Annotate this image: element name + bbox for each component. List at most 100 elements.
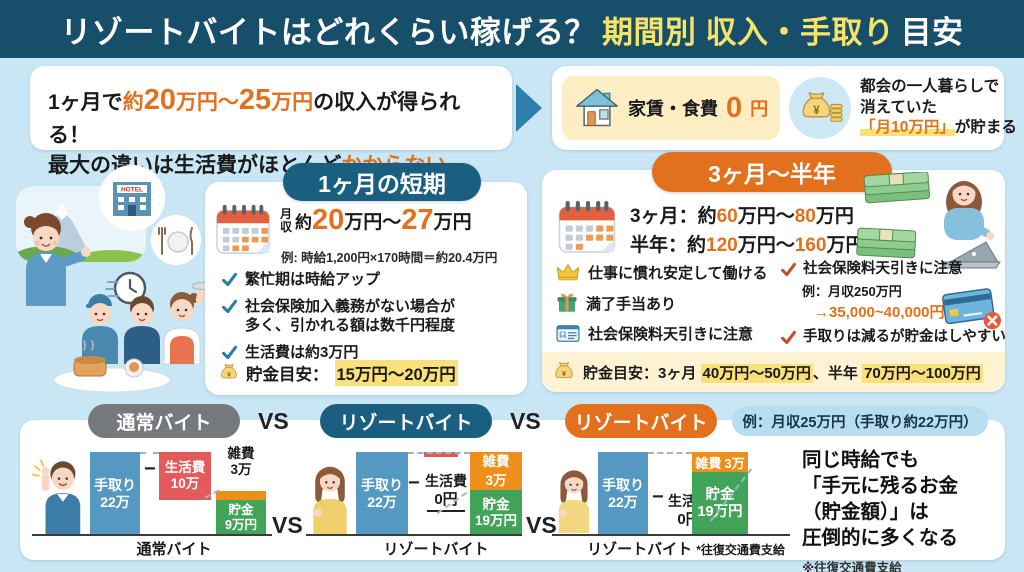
caution-takehome: 手取りは減るが貯金はしやすい [803,329,1006,346]
page-title: リゾートバイトはどれくらい稼げる？ 期間別 収入・手取り 目安 [60,7,963,52]
svg-text:¥: ¥ [562,370,566,378]
intro-line1-approx: 約 [122,91,144,114]
intro-line1-post: の収入が得られる！ [48,91,461,148]
minus-sign: − [652,486,664,508]
list-item: 手取りは減るが貯金はしやすい [780,328,1006,346]
money-bag-icon: ¥ [221,363,237,379]
credit-card-x-icon [942,288,1002,330]
comparison-example-pill: 例：月収25万円（手取り約22万円） [732,406,988,436]
resort-staff-illustration: HOTEL [16,165,210,393]
monthly-income-line: 月収 約 20 万円〜 27 万円 [280,204,472,237]
rent-food-value: 0 [726,91,743,124]
yen-symbol: ¥ [813,105,820,117]
intro-income-max: 25 [238,84,272,116]
arrow-right-icon [516,84,542,132]
laptop-woman-illustration [856,172,1001,269]
chart-normal-baito: 手取り 22万 − 生活費 10万 雑費 3万 貯金 9万円 通常バイト [32,446,272,558]
short-term-banner-label: 1ヶ月の短期 [318,171,446,197]
perk-insurance-note: 社会保険料天引きに注意 [588,326,754,343]
three-month-income: 3ヶ月：約60万円〜80万円 [630,206,854,227]
working-woman [941,181,1001,269]
income-range: 万円〜 [344,212,402,233]
comparison-panel: 通常バイト VS リゾートバイト VS リゾートバイト 例：月収25万円（手取り… [20,404,1005,572]
intro-income-min: 20 [143,84,176,116]
minus-sign: − [408,472,420,494]
income-label: 月収 [280,206,293,234]
savings-line1: 都会の一人暮らしで [860,78,1000,96]
dashed-guide [408,452,470,454]
axis-label: リゾートバイト [383,541,489,558]
savings-bar: 貯金 19万円 [692,472,748,536]
rent-food-pill: 家賃・食費 0 円 [562,76,781,140]
header-bar: リゾートバイトはどれくらい稼げる？ 期間別 収入・手取り 目安 [0,0,1024,58]
point-living-cost: 生活費は約3万円 [245,343,359,361]
living-cost-zero-bar [424,452,458,457]
svg-text:HOTEL: HOTEL [121,187,143,194]
living-cost-text: 生活費 0円 [418,472,474,512]
title-question: リゾートバイトはどれくらい稼げる？ [60,14,596,50]
savings-3month: 40万円〜50万円 [700,363,813,383]
perk-stability: 仕事に慣れ安定して働ける [588,265,768,282]
misc-bar [216,491,266,500]
coins-icon [830,103,843,122]
short-term-savings-target: ¥ 貯金目安： 15万円〜20万円 [218,360,458,386]
chart-baseline [552,534,790,536]
intro-line1-pre: 1ヶ月で [48,91,123,114]
savings-suffix: が貯まる [954,119,1017,137]
intro-line-1: 1ヶ月で約20万円〜25万円の収入が得られる！ [48,79,494,151]
living-cost-box: 生活費 10万 [159,452,211,500]
wage-example: 例: 時給1,200円×170時間＝約20.4万円 [281,251,498,265]
list-item: 仕事に慣れ安定して働ける [556,262,768,283]
id-card-icon [556,325,580,342]
vs-label: VS [526,512,557,538]
mid-long-cautions: 社会保険料天引きに注意 例：月収250万円 →35,000~40,000円 手取… [780,260,1006,346]
income-unit: 万円 [433,212,472,233]
list-item: 生活費は約3万円 [221,343,517,363]
income-min: 20 [312,204,345,236]
calendar-icon [216,204,270,254]
woman-illustration [558,470,590,533]
hotel-icon: HOTEL [99,165,165,231]
staff-group-illustration [82,282,210,365]
dashed-guide [140,452,159,454]
savings-target-value: 15万円〜20万円 [334,360,458,386]
axis-label: リゾートバイト *往復交通費支給 [587,541,785,558]
point-insurance: 社会保険加入義務がない場合が 多く、引かれる額は数千円程度 [245,297,456,335]
calendar-icon [558,201,616,253]
axis-note: *往復交通費支給 [696,543,785,557]
money-bag-icon: ¥ [802,91,843,122]
mid-long-perks: 仕事に慣れ安定して働ける 満了手当あり 社会保険料天引きに注意 [556,262,768,353]
intro-benefit-box: 家賃・食費 0 円 ¥ 都会の一人暮らしで 消えていた 「月10万円」が貯まる [552,66,1017,150]
dinner-table-illustration [53,340,171,393]
misc-bar: 雑費 3万 [692,452,748,472]
banner-resort-baito: リゾートバイト [320,404,492,438]
axis-label: 通常バイト [136,541,212,558]
title-highlight: 期間別 収入・手取り [601,14,895,50]
takehome-bar: 手取り 22万 [598,452,648,536]
list-item: 繁忙期は時給アップ [221,270,517,290]
vs-label: VS [272,512,303,538]
house-icon [576,88,618,127]
mid-long-banner-label: 3ヶ月〜半年 [708,161,836,187]
vs-label: VS [258,408,289,434]
chart-baseline [32,534,272,536]
list-item: 社会保険加入義務がない場合が 多く、引かれる額は数千円程度 [221,297,517,336]
minus-sign: − [144,458,156,480]
money-bag-icon: ¥ [555,361,573,378]
vs-label: VS [510,408,541,434]
man-illustration [32,459,81,536]
intro-line1-range: 万円〜 [175,91,239,114]
mid-long-banner: 3ヶ月〜半年 [652,152,892,192]
city-savings-text: 都会の一人暮らしで 消えていた 「月10万円」が貯まる [860,77,1017,138]
check-icon [222,272,237,287]
half-year-income: 半年：約120万円〜160万円 [630,235,865,257]
list-item: 満了手当あり [556,292,768,314]
check-icon [781,330,796,345]
savings-line2: 消えていた [860,98,937,116]
rent-food-label: 家賃・食費 [628,99,718,119]
transport-footnote: ※往復交通費支給 [802,560,902,572]
comparison-conclusion: 同じ時給でも 「手元に残るお金 （貯金額）」は 圧倒的に多くなる ※往復交通費支… [802,448,1002,572]
misc-label: 雑費 3万 [227,446,255,478]
short-term-banner: 1ヶ月の短期 [283,163,481,201]
